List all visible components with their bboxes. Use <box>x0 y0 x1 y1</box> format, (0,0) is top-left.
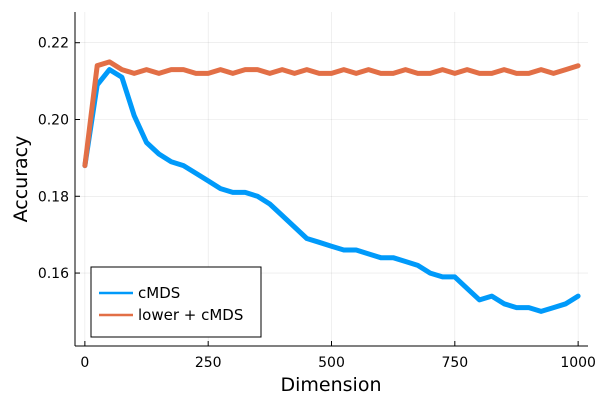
series-layer <box>82 59 581 314</box>
x-tick-label: 500 <box>318 355 345 371</box>
legend-label-cmds: cMDS <box>138 284 180 302</box>
x-tick-label: 250 <box>195 355 222 371</box>
y-tick-label: 0.20 <box>38 112 69 128</box>
y-axis-title: Accuracy <box>10 136 32 223</box>
legend-label-lower-cmds: lower + cMDS <box>138 306 243 324</box>
y-tick-label: 0.18 <box>38 189 69 205</box>
ticks: 0 250 500 750 1000 0.16 0.18 0.20 0.22 <box>38 36 596 371</box>
legend-box <box>90 266 262 338</box>
legend: cMDS lower + cMDS <box>90 266 262 338</box>
x-tick-label: 750 <box>441 355 468 371</box>
y-tick-label: 0.22 <box>38 36 69 52</box>
series-line-cmds <box>82 67 581 314</box>
x-axis-title: Dimension <box>281 374 382 396</box>
series-line-lower-cmds <box>82 59 581 169</box>
x-tick-label: 1000 <box>560 355 596 371</box>
x-tick-label: 0 <box>80 355 89 371</box>
y-tick-label: 0.16 <box>38 266 69 282</box>
